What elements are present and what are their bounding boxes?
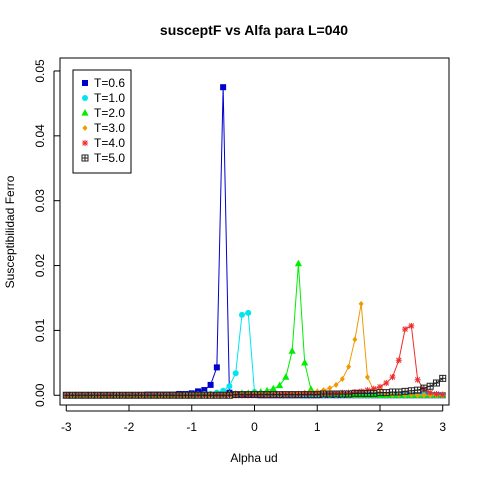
legend-item: T=5.0 xyxy=(81,151,125,165)
legend-item: T=4.0 xyxy=(82,136,125,150)
chart-title: susceptF vs Alfa para L=040 xyxy=(160,22,348,38)
data-point xyxy=(439,374,447,382)
data-point xyxy=(339,376,345,383)
data-point xyxy=(232,370,239,377)
data-point xyxy=(408,322,415,329)
legend-item: T=1.0 xyxy=(82,91,125,105)
y-tick-label: 0.04 xyxy=(33,124,47,148)
data-point xyxy=(414,386,422,394)
legend-label: T=3.0 xyxy=(94,121,125,135)
data-point xyxy=(427,389,434,396)
legend-label: T=2.0 xyxy=(94,106,125,120)
y-axis: 0.00 0.01 0.02 0.03 0.04 0.05 xyxy=(33,59,60,407)
data-point xyxy=(220,84,227,91)
data-point xyxy=(238,311,245,318)
legend-item: T=0.6 xyxy=(82,76,125,90)
data-point xyxy=(382,389,390,397)
x-tick-label: -2 xyxy=(124,420,135,434)
x-axis-label: Alpha ud xyxy=(230,451,277,465)
data-point xyxy=(225,391,233,399)
x-tick-label: 0 xyxy=(251,420,258,434)
legend-label: T=5.0 xyxy=(94,151,125,165)
data-point xyxy=(321,387,327,394)
data-point xyxy=(383,379,390,386)
data-point xyxy=(358,300,364,307)
data-point xyxy=(364,374,370,381)
data-point xyxy=(395,357,402,364)
series-T=2.0 xyxy=(62,259,447,398)
series-layer xyxy=(62,84,447,399)
data-point xyxy=(301,358,309,366)
y-tick-label: 0.02 xyxy=(33,254,47,278)
y-tick-label: 0.05 xyxy=(33,59,47,83)
series-T=3.0 xyxy=(63,300,446,399)
data-point xyxy=(333,381,339,388)
data-point xyxy=(269,384,277,392)
data-point xyxy=(345,390,353,398)
data-point xyxy=(401,387,409,395)
legend-marker xyxy=(82,140,88,146)
legend-marker xyxy=(81,109,89,116)
data-point xyxy=(439,391,446,398)
data-point xyxy=(402,326,409,333)
data-point xyxy=(294,259,303,267)
legend-item: T=3.0 xyxy=(82,121,125,135)
y-axis-label: Susceptibilidad Ferro xyxy=(3,175,17,288)
data-point xyxy=(432,379,440,387)
legend-box xyxy=(72,69,132,174)
x-axis: -3 -2 -1 0 1 2 3 xyxy=(61,405,446,434)
data-point xyxy=(408,391,414,398)
legend-label: T=1.0 xyxy=(94,91,125,105)
data-point xyxy=(370,385,377,392)
legend-item: T=2.0 xyxy=(81,106,125,120)
data-point xyxy=(313,391,321,399)
data-point xyxy=(395,388,403,396)
legend-label: T=4.0 xyxy=(94,136,125,150)
series-T=5.0 xyxy=(62,374,447,399)
data-point xyxy=(201,387,208,394)
data-point xyxy=(414,376,421,383)
x-tick-label: 3 xyxy=(439,420,446,434)
legend-label: T=0.6 xyxy=(94,76,125,90)
data-point xyxy=(407,387,415,395)
data-point xyxy=(245,309,252,316)
y-tick-label: 0.03 xyxy=(33,189,47,213)
data-point xyxy=(307,385,315,393)
data-point xyxy=(433,390,440,397)
y-tick-label: 0.01 xyxy=(33,318,47,342)
data-point xyxy=(327,385,333,392)
data-point xyxy=(282,373,290,380)
data-point xyxy=(275,381,284,389)
data-point xyxy=(226,383,233,390)
series-line xyxy=(66,263,443,396)
data-point xyxy=(288,347,296,354)
data-point xyxy=(207,381,214,388)
data-point xyxy=(346,363,352,370)
x-tick-label: -1 xyxy=(186,420,197,434)
data-point xyxy=(420,384,428,392)
data-point xyxy=(389,374,396,381)
legend-marker xyxy=(82,80,88,86)
data-point xyxy=(415,392,421,399)
legend: T=0.6T=1.0T=2.0T=3.0T=4.0T=5.0 xyxy=(72,69,132,174)
data-point xyxy=(370,389,378,397)
x-tick-label: 1 xyxy=(314,420,321,434)
data-point xyxy=(352,336,358,343)
data-point xyxy=(426,382,434,390)
data-point xyxy=(421,392,427,399)
data-point xyxy=(213,364,220,371)
legend-marker xyxy=(82,95,88,101)
x-tick-label: 2 xyxy=(377,420,384,434)
legend-marker xyxy=(82,125,88,131)
y-tick-label: 0.00 xyxy=(33,383,47,407)
data-point xyxy=(376,383,383,390)
legend-marker xyxy=(81,154,89,162)
x-tick-label: -3 xyxy=(61,420,72,434)
